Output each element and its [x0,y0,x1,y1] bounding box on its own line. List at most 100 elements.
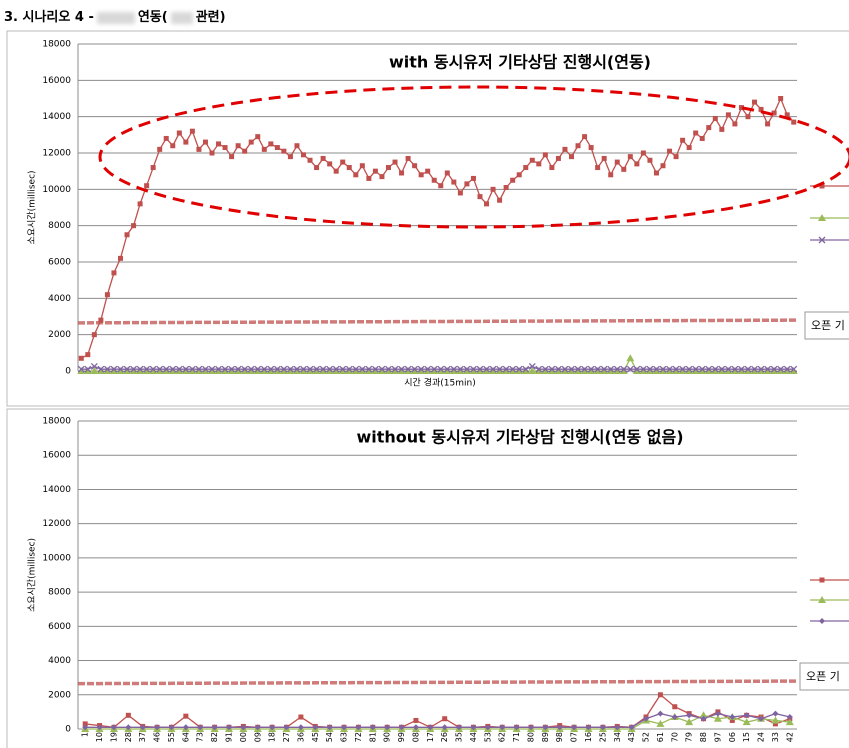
marker [399,170,405,176]
marker [207,367,216,374]
marker [686,145,692,151]
marker [567,367,576,374]
marker [274,145,280,151]
marker [313,365,321,373]
marker [222,145,228,151]
marker [78,355,84,361]
marker [326,365,334,373]
marker [528,367,537,374]
marker [691,367,700,374]
marker [783,365,791,373]
marker [818,596,826,603]
marker [718,365,726,373]
marker [260,365,268,373]
marker [680,137,686,143]
marker [77,367,86,374]
header-text: 연동( [137,10,168,25]
marker [216,141,222,147]
marker [404,367,413,374]
marker [771,110,777,116]
marker [379,174,385,180]
marker [571,724,578,731]
marker [521,367,530,374]
marker [659,367,668,374]
marker [737,365,745,373]
marker [228,365,236,373]
chart-title: with 동시유저 기타상담 진행시(연동) [389,53,651,72]
marker [240,724,247,731]
marker [306,367,315,374]
marker [424,365,432,373]
marker [528,362,536,370]
header: 3. 시나리오 4 - 연동(관련) [4,6,226,25]
chart-title: without 동시유저 기타상담 진행시(연동 없음) [356,428,683,447]
marker [214,367,223,374]
marker [568,154,574,160]
marker [776,367,785,374]
marker [319,365,327,373]
marker [183,139,189,145]
y-tick-label: 10000 [42,185,71,195]
x-tick-label: 72 [354,732,363,742]
marker [225,724,232,731]
marker [240,367,249,374]
marker [672,704,678,710]
marker [819,183,825,189]
marker [711,365,719,373]
x-tick-label: 70 [670,732,679,742]
y-tick-label: 14000 [42,112,71,122]
marker [332,365,340,373]
marker [463,365,471,373]
marker [685,367,694,374]
marker [325,367,334,374]
marker [819,577,825,583]
marker [340,159,346,165]
marker [645,367,654,374]
marker [351,367,360,374]
marker [456,367,465,374]
x-tick-label: 62 [498,732,507,742]
threshold-line [77,318,798,325]
marker [725,112,731,118]
marker [606,367,615,374]
marker [139,724,146,731]
marker [169,365,177,373]
marker [568,365,575,373]
marker [260,367,269,374]
marker [477,194,483,200]
marker [634,161,640,167]
y-tick-label: 0 [65,725,71,735]
marker [613,367,622,374]
marker [365,365,373,373]
marker [176,130,182,136]
marker [188,367,197,374]
y-tick-label: 14000 [42,485,71,495]
marker [515,365,523,373]
marker [743,712,750,719]
marker [614,159,620,165]
marker [189,128,195,134]
marker [162,365,170,373]
marker [273,365,281,373]
marker [202,139,208,145]
marker [660,163,666,169]
marker [378,365,386,373]
marker [678,367,687,374]
marker [536,161,542,167]
marker [268,141,274,147]
marker [96,724,103,731]
marker [345,365,353,373]
x-tick-label: 98 [555,732,564,742]
marker [300,365,307,373]
blurred [170,11,193,24]
marker [110,365,118,373]
marker [163,135,169,141]
marker [208,365,216,373]
marker [442,716,448,722]
marker [600,367,609,374]
x-tick-label: 33 [771,732,780,742]
marker [188,365,196,373]
marker [556,724,563,731]
marker [96,367,105,374]
marker [90,362,98,370]
